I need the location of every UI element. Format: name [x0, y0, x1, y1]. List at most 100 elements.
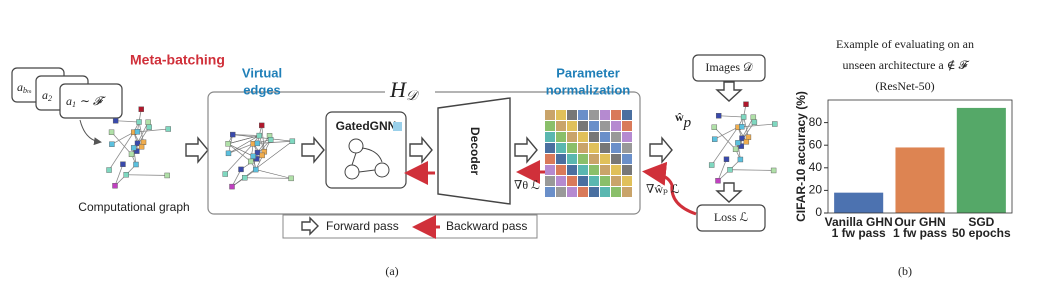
filter-tile [578, 176, 588, 186]
filter-tile [589, 143, 599, 153]
graph-node [711, 124, 718, 130]
graph-node [250, 153, 256, 160]
graph-edge [138, 121, 144, 143]
bar [956, 107, 1006, 213]
graph-edge [111, 131, 134, 145]
graph-node [288, 175, 294, 182]
graph-node [772, 121, 778, 127]
gated-gnn-label: GatedGNN [336, 119, 397, 133]
filter-tile [589, 187, 599, 197]
forward-arrow [715, 81, 743, 102]
legend-backward: Backward pass [446, 219, 527, 233]
graph-edge [711, 126, 739, 166]
filter-tile [545, 132, 555, 142]
filter-tile [600, 143, 610, 153]
x-tick-label: 1 fw pass [893, 226, 947, 240]
gnn-icon [344, 122, 402, 180]
filter-tile [567, 154, 577, 164]
filter-tile [611, 154, 621, 164]
graph-node [738, 143, 745, 149]
graph-edge [108, 131, 135, 171]
graph-edge [729, 169, 774, 171]
filter-tile [567, 187, 577, 197]
forward-arrow [649, 136, 673, 164]
filter-tile [556, 121, 566, 131]
predicted-graph [708, 101, 778, 184]
computational-graph-label: Computational graph [78, 200, 189, 214]
graph-node [106, 167, 112, 173]
images-label: Images 𝒟 [705, 60, 753, 74]
graph-edge [228, 143, 254, 154]
virtual-edges-label: Virtual [242, 65, 282, 80]
filter-tile [589, 132, 599, 142]
graph-edge [224, 143, 254, 175]
chart-title: unseen architecture a ∉ 𝓕 [842, 58, 969, 72]
graph-node [112, 118, 119, 124]
graph-node [289, 138, 296, 144]
filter-tile [567, 121, 577, 131]
decoder-label: Decoder [468, 127, 482, 175]
filter-tile [556, 110, 566, 120]
graph-node [708, 162, 715, 168]
virtual-edge [232, 134, 293, 142]
x-tick-label: 50 epochs [952, 226, 1011, 240]
graph-node [134, 140, 141, 146]
loss-label: Loss ℒ [714, 210, 749, 224]
y-tick-label: 40 [809, 160, 823, 174]
chart-title: Example of evaluating on an [836, 37, 974, 51]
filter-tile [556, 176, 566, 186]
y-axis-label: CIFAR-10 accuracy (%) [794, 91, 808, 222]
graph-edge [714, 126, 736, 150]
graph-edge [743, 116, 749, 138]
virtual-edge [227, 143, 254, 157]
graph-node [138, 144, 145, 150]
graph-node [222, 171, 228, 177]
x-tick-label: SGD [968, 215, 994, 229]
filter-tile [567, 165, 577, 175]
filter-tile [611, 110, 621, 120]
legend-box [282, 214, 538, 239]
filter-tile [589, 176, 599, 186]
graph-edge [227, 143, 251, 162]
graph-node [259, 152, 265, 159]
images-box [692, 54, 766, 82]
filter-tile [622, 154, 632, 164]
graph-edge [114, 164, 124, 186]
bar-chart: Example of evaluating on an unseen archit… [794, 37, 1013, 240]
forward-arrow [514, 136, 538, 164]
bar [895, 147, 945, 213]
meta-batching-label: Meta-batching [130, 52, 225, 68]
graph-edge [714, 126, 739, 140]
card-var: a2 [42, 88, 52, 103]
filter-tile [589, 110, 599, 120]
predicted-weights-label: ŵp [675, 110, 692, 132]
filter-tile [578, 121, 588, 131]
param-norm-label: normalization [546, 82, 631, 97]
architecture-cards: abₘ a2 a1 ∼ 𝓕 [11, 67, 123, 119]
filter-tile [545, 121, 555, 131]
graph-node [743, 101, 749, 107]
graph-edge [231, 169, 242, 187]
graph-node [732, 146, 739, 153]
filter-tile [611, 187, 621, 197]
y-tick-label: 80 [809, 115, 823, 129]
graph-edge [232, 134, 260, 136]
graph-node [242, 175, 248, 181]
filter-tile [545, 165, 555, 175]
filter-tile [600, 187, 610, 197]
filter-tile [611, 176, 621, 186]
graph-edge [111, 131, 132, 155]
panel-label: (a) [385, 264, 398, 278]
filter-tile [611, 132, 621, 142]
graph-edge [717, 159, 727, 181]
graph-node [145, 119, 151, 126]
graph-node [751, 119, 758, 125]
graph-node [109, 141, 115, 147]
filter-tile [545, 187, 555, 197]
decoder-shape [437, 97, 511, 205]
filter-tile [578, 154, 588, 164]
graph-node [136, 119, 142, 125]
filter-tile [611, 143, 621, 153]
filter-tile [545, 110, 555, 120]
graph-node [130, 145, 137, 151]
